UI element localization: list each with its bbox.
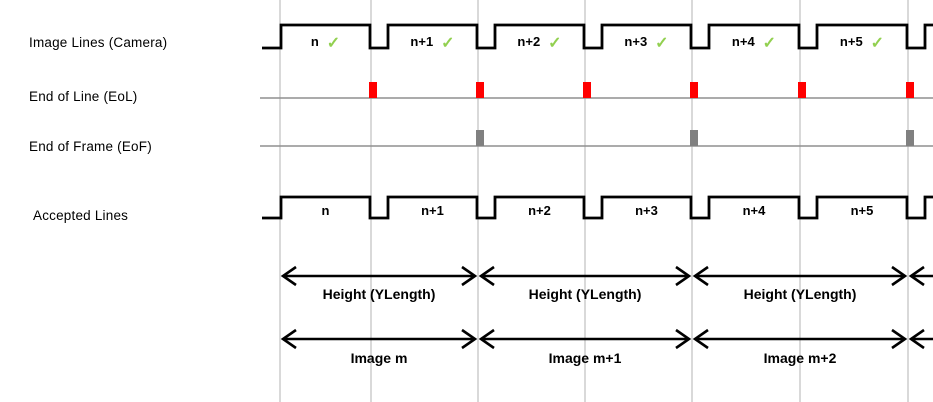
- row-label-accepted-lines: Accepted Lines: [33, 208, 129, 223]
- camera-line-label: n+2 ✓: [517, 34, 561, 52]
- accepted-line-label: n+4: [743, 203, 767, 218]
- camera-line-label-text: n+5: [840, 34, 863, 49]
- height-arrow-0-left-head: [280, 265, 297, 287]
- checkmark-icon: ✓: [871, 35, 884, 52]
- eol-pulse: [906, 82, 914, 98]
- camera-line-label-text: n+4: [732, 34, 756, 49]
- checkmark-icon: ✓: [655, 35, 668, 52]
- camera-line-label: n+1 ✓: [410, 34, 454, 52]
- image-arrow-partial-left-head: [908, 328, 925, 350]
- image-arrow-label: Image m: [351, 350, 408, 366]
- image-arrow-0-left-head: [280, 328, 297, 350]
- image-arrow-1-left-head: [478, 328, 495, 350]
- image-arrow-label: Image m+1: [549, 350, 622, 366]
- row-label-image-lines-camera: Image Lines (Camera): [29, 35, 168, 50]
- eof-pulse: [476, 130, 484, 146]
- eol-pulse: [690, 82, 698, 98]
- accepted-line-label: n+1: [421, 203, 444, 218]
- height-arrow-2-right-head: [891, 265, 908, 287]
- row-label-end-of-frame: End of Frame (EoF): [29, 139, 152, 154]
- accepted-line-label: n+3: [635, 203, 658, 218]
- camera-line-label-text: n: [311, 34, 319, 49]
- eof-pulse: [906, 130, 914, 146]
- accepted-line-label: n+5: [851, 203, 874, 218]
- checkmark-icon: ✓: [763, 35, 776, 52]
- camera-line-label-text: n+3: [624, 34, 647, 49]
- image-arrow-2-left-head: [692, 328, 709, 350]
- camera-line-label: n+5 ✓: [840, 34, 884, 52]
- eol-pulse: [369, 82, 377, 98]
- accepted-line-label: n: [322, 203, 330, 218]
- eol-pulse: [798, 82, 806, 98]
- camera-line-label: n ✓: [311, 34, 340, 52]
- height-arrow-0-right-head: [461, 265, 478, 287]
- image-arrow-0-right-head: [461, 328, 478, 350]
- image-arrow-label: Image m+2: [764, 350, 837, 366]
- camera-waveform: [262, 23, 933, 50]
- height-arrow-1-right-head: [675, 265, 692, 287]
- image-arrow-1-right-head: [675, 328, 692, 350]
- accepted-waveform: [262, 195, 933, 220]
- accepted-line-label: n+2: [528, 203, 551, 218]
- height-arrow-label: Height (YLength): [323, 286, 436, 302]
- checkmark-icon: ✓: [327, 35, 340, 52]
- height-arrow-label: Height (YLength): [744, 286, 857, 302]
- camera-line-label: n+4 ✓: [732, 34, 776, 52]
- image-arrow-2-right-head: [891, 328, 908, 350]
- height-arrow-partial-left-head: [908, 265, 925, 287]
- height-arrow-label: Height (YLength): [529, 286, 642, 302]
- checkmark-icon: ✓: [441, 35, 454, 52]
- camera-line-label-text: n+2: [517, 34, 540, 49]
- camera-line-label: n+3 ✓: [624, 34, 668, 52]
- eol-pulse: [583, 82, 591, 98]
- height-arrow-1-left-head: [478, 265, 495, 287]
- eof-pulse: [690, 130, 698, 146]
- camera-line-label-text: n+1: [410, 34, 433, 49]
- checkmark-icon: ✓: [548, 35, 561, 52]
- eol-pulse: [476, 82, 484, 98]
- height-arrow-2-left-head: [692, 265, 709, 287]
- row-label-end-of-line: End of Line (EoL): [29, 89, 138, 104]
